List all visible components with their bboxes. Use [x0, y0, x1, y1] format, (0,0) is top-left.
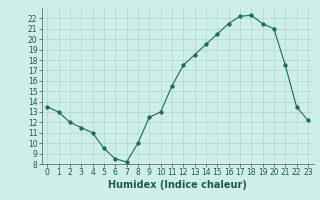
X-axis label: Humidex (Indice chaleur): Humidex (Indice chaleur) — [108, 180, 247, 190]
